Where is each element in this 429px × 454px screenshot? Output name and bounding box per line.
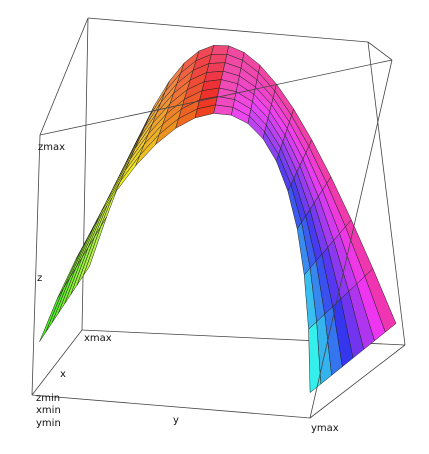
axis-label: zmin <box>36 393 60 404</box>
box-edge <box>81 17 89 331</box>
surface-patch <box>211 45 230 55</box>
axis-label: y <box>173 415 179 426</box>
axis-label: z <box>37 273 42 284</box>
surface-patch <box>39 288 64 342</box>
box-edge <box>367 41 393 61</box>
surface-patch <box>208 54 228 64</box>
axis-label: xmax <box>84 333 112 344</box>
surface-patch <box>45 277 70 333</box>
axis-label: ymin <box>36 418 61 429</box>
box-edge <box>309 59 393 419</box>
box-edge <box>87 17 369 43</box>
box-edge <box>39 59 393 136</box>
surface-patch <box>95 181 121 224</box>
surface <box>39 44 397 394</box>
box-edge <box>39 17 89 136</box>
box-edge <box>31 134 41 396</box>
axis-label: xmin <box>36 405 61 416</box>
surface-patch <box>58 257 83 314</box>
surface-patch <box>51 267 77 324</box>
box-edge <box>309 344 406 419</box>
box-edge <box>31 394 311 419</box>
surface-patch <box>308 321 322 394</box>
axis-label: zmax <box>38 142 65 153</box>
box-edge <box>367 41 406 346</box>
box-edge <box>31 329 83 396</box>
axis-label: ymax <box>311 423 339 434</box>
axis-label: x <box>60 369 66 380</box>
box-front <box>31 17 406 419</box>
